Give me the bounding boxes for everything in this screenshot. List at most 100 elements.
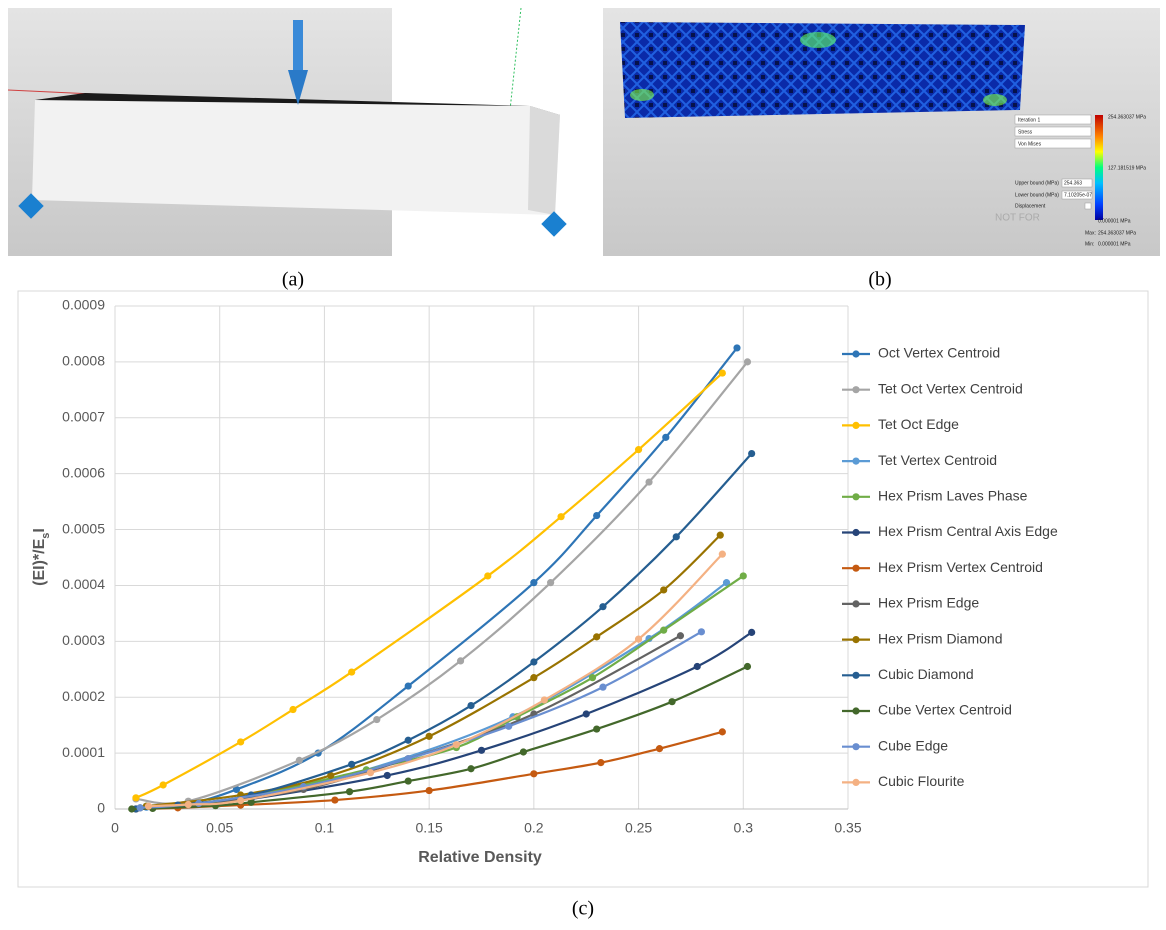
data-point — [589, 674, 596, 681]
data-point — [530, 658, 537, 665]
panel-label: (a) — [282, 269, 304, 291]
y-tick-label: 0.0007 — [62, 408, 105, 424]
data-point — [660, 586, 667, 593]
data-point — [673, 533, 680, 540]
data-point — [597, 759, 604, 766]
legend-marker — [852, 600, 859, 607]
data-point — [660, 627, 667, 634]
data-point — [426, 733, 433, 740]
y-tick-label: 0.0001 — [62, 744, 105, 760]
legend-marker — [852, 386, 859, 393]
bound-label: Lower bound (MPa) — [1015, 192, 1059, 198]
data-point — [733, 344, 740, 351]
x-tick-label: 0.25 — [625, 820, 652, 836]
legend-marker — [852, 458, 859, 465]
legend-marker — [852, 565, 859, 572]
data-point — [599, 684, 606, 691]
y-tick-label: 0.0006 — [62, 464, 105, 480]
panel-a-image — [8, 8, 567, 256]
scale-label: 254.363037 MPa — [1108, 114, 1146, 120]
max-value: 254.363037 MPa — [1098, 230, 1136, 236]
legend-marker — [852, 493, 859, 500]
data-point — [331, 796, 338, 803]
data-point — [698, 628, 705, 635]
data-point — [656, 745, 663, 752]
legend-label: Hex Prism Central Axis Edge — [878, 523, 1058, 539]
legend-marker — [852, 636, 859, 643]
bound-value[interactable]: 254.363 — [1064, 180, 1082, 186]
data-point — [530, 579, 537, 586]
panel-label: (c) — [572, 898, 594, 920]
x-tick-label: 0.05 — [206, 820, 233, 836]
data-point — [405, 737, 412, 744]
data-point — [132, 794, 139, 801]
data-point — [635, 635, 642, 642]
data-point — [405, 777, 412, 784]
x-tick-label: 0 — [111, 820, 119, 836]
data-point — [296, 757, 303, 764]
data-point — [748, 629, 755, 636]
y-tick-label: 0.0003 — [62, 632, 105, 648]
legend-marker — [852, 350, 859, 357]
data-point — [160, 781, 167, 788]
panel-b-image: Iteration 1 Stress Von Mises 254.363037 … — [603, 8, 1160, 256]
data-point — [583, 710, 590, 717]
legend-label: Tet Oct Edge — [878, 416, 959, 432]
data-point — [457, 657, 464, 664]
data-point — [405, 682, 412, 689]
bound-value[interactable]: 7.10205e-07 — [1064, 192, 1092, 198]
data-point — [599, 603, 606, 610]
legend-marker — [852, 743, 859, 750]
x-axis-label: Relative Density — [418, 849, 542, 866]
data-point — [145, 803, 152, 810]
legend-marker — [852, 672, 859, 679]
data-point — [719, 369, 726, 376]
data-point — [662, 434, 669, 441]
legend-label: Oct Vertex Centroid — [878, 345, 1000, 361]
legend-label: Tet Vertex Centroid — [878, 452, 997, 468]
data-point — [593, 512, 600, 519]
data-point — [748, 450, 755, 457]
data-point — [557, 513, 564, 520]
data-point — [128, 805, 135, 812]
data-point — [547, 579, 554, 586]
bound-label: Upper bound (MPa) — [1015, 180, 1059, 186]
y-axis-label-part: (EI)*/E — [31, 538, 48, 585]
legend-marker — [852, 707, 859, 714]
data-point — [453, 741, 460, 748]
data-point — [541, 696, 548, 703]
data-point — [367, 769, 374, 776]
y-tick-label: 0.0008 — [62, 353, 105, 369]
y-tick-label: 0 — [97, 800, 105, 816]
scale-label: 127.181519 MPa — [1108, 165, 1146, 171]
data-point — [593, 633, 600, 640]
data-point — [645, 478, 652, 485]
x-tick-label: 0.1 — [315, 820, 335, 836]
dropdown[interactable]: Von Mises — [1018, 141, 1042, 147]
y-tick-label: 0.0002 — [62, 688, 105, 704]
data-point — [744, 663, 751, 670]
data-point — [505, 723, 512, 730]
data-point — [384, 772, 391, 779]
dropdown[interactable]: Iteration 1 — [1018, 117, 1040, 123]
legend-marker — [852, 529, 859, 536]
x-tick-label: 0.15 — [416, 820, 443, 836]
data-point — [346, 788, 353, 795]
dropdown[interactable]: Stress — [1018, 129, 1033, 135]
min-value: 0.000001 MPa — [1098, 241, 1131, 247]
data-point — [373, 716, 380, 723]
max-label: Max: — [1085, 230, 1096, 236]
data-point — [185, 801, 192, 808]
displacement-label: Displacement — [1015, 203, 1046, 209]
figure: Iteration 1 Stress Von Mises 254.363037 … — [0, 0, 1166, 925]
data-point — [467, 765, 474, 772]
data-point — [348, 761, 355, 768]
x-tick-label: 0.35 — [834, 820, 861, 836]
data-point — [717, 532, 724, 539]
watermark: NOT FOR — [995, 213, 1040, 224]
panel-label: (b) — [868, 269, 891, 291]
data-point — [289, 706, 296, 713]
data-point — [530, 674, 537, 681]
x-tick-label: 0.3 — [734, 820, 754, 836]
y-tick-label: 0.0005 — [62, 520, 105, 536]
